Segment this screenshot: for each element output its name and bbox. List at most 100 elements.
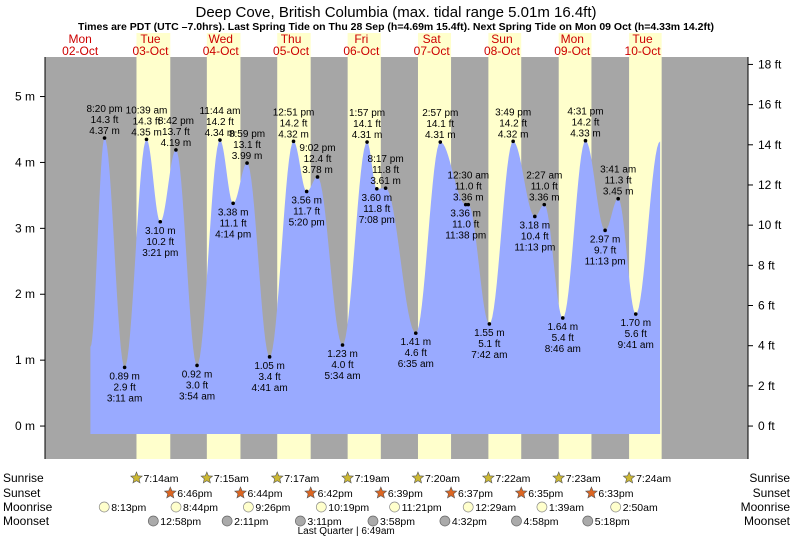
tide-label: 4.35 m <box>131 127 162 138</box>
moonrise-icon <box>536 501 548 513</box>
sunset-time: 6:35pm <box>528 488 563 500</box>
sunrise-time: 7:15am <box>214 473 249 485</box>
tide-label: 1.23 m <box>327 349 358 360</box>
tide-point <box>340 343 345 347</box>
moonset-time: 3:58pm <box>380 516 415 528</box>
tide-label: 12:51 pm <box>273 107 315 118</box>
moonset-icon <box>582 515 594 527</box>
sunrise-icon <box>130 471 143 484</box>
sunset-time: 6:42pm <box>318 488 353 500</box>
sunset-time: 6:44pm <box>247 488 282 500</box>
day-header-band <box>206 33 241 57</box>
sunset-icon <box>234 486 247 499</box>
moonset-time: 4:32pm <box>452 516 487 528</box>
tide-label: 4.33 m <box>570 129 601 140</box>
day-date-label: 09-Oct <box>554 44 591 58</box>
moonset-icon <box>367 515 379 527</box>
tide-label: 11.0 ft <box>455 182 482 193</box>
tide-point <box>603 228 607 233</box>
sunset-row-label-right: Sunset <box>753 486 791 500</box>
tide-label: 1.05 m <box>254 361 285 372</box>
tide-point <box>511 139 515 144</box>
tide-label: 1:57 pm <box>349 108 385 119</box>
tide-label: 7:08 pm <box>359 215 395 226</box>
tide-label: 4:31 pm <box>567 107 603 118</box>
tide-area <box>90 138 661 434</box>
tide-point <box>315 175 320 179</box>
sunrise-icon <box>200 471 214 484</box>
day-date-label: 05-Oct <box>273 44 310 58</box>
moonset-icon <box>511 515 522 527</box>
tide-label: 11.3 ft <box>605 176 632 187</box>
tide-label: 3.0 ft <box>186 380 208 391</box>
tide-label: 12:30 am <box>447 171 489 182</box>
tide-point <box>466 202 471 207</box>
tide-label: 4.34 m <box>205 128 236 139</box>
tide-label: 3.60 m <box>362 193 393 204</box>
tide-point <box>487 322 492 326</box>
moonrise-icon <box>315 501 327 513</box>
day-name-label: Tue <box>140 32 161 46</box>
tide-label: 8:59 pm <box>229 129 265 140</box>
tide-label: 1.64 m <box>547 322 578 333</box>
tide-label: 3:21 pm <box>142 248 178 259</box>
sunrise-row-label-left: Sunrise <box>3 471 44 485</box>
sunrise-row-label-right: Sunrise <box>749 471 790 485</box>
day-date-label: 02-Oct <box>62 44 99 58</box>
day-name-label: Thu <box>281 32 302 46</box>
tide-label: 11.1 ft <box>220 218 247 229</box>
tide-label: 5:34 am <box>324 371 360 382</box>
moonrise-icon <box>610 501 622 513</box>
day-header-band <box>347 33 381 57</box>
moonset-icon <box>147 515 159 527</box>
axes: 0 m 1 m 2 m 3 m 4 m 5 m 0 ft 2 ft 4 ft 6 ft 8 ft 10… <box>15 57 782 459</box>
tide-label: 4.19 m <box>161 138 192 149</box>
y-left-tick-label: 2 m <box>15 287 35 301</box>
tide-point <box>616 196 620 201</box>
tide-label: 10.4 ft <box>521 231 549 242</box>
tide-point <box>583 138 588 143</box>
sunrise-icon <box>552 471 566 484</box>
moon-phase-label: Last Quarter | 6:49am <box>298 526 395 537</box>
tide-label: 2:27 am <box>526 171 562 182</box>
sunrise-icon <box>411 471 425 484</box>
night-band <box>661 57 748 459</box>
tide-label: 3.38 m <box>218 207 249 218</box>
sunrise-time: 7:17am <box>284 473 319 485</box>
sunset-icon <box>374 486 388 499</box>
tide-label: 3.56 m <box>291 195 322 206</box>
y-right-tick-label: 8 ft <box>758 258 775 272</box>
tide-point <box>438 140 443 144</box>
y-right-tick-label: 18 ft <box>758 57 782 71</box>
tide-point <box>267 355 272 359</box>
tide-label: 14.3 ft <box>133 116 161 127</box>
tide-label: 3.10 m <box>145 226 176 237</box>
sunset-time: 6:33pm <box>598 488 633 500</box>
tide-label: 4.31 m <box>352 130 383 141</box>
tide-point <box>158 219 163 224</box>
tide-point <box>365 140 369 144</box>
tide-label: 11:13 pm <box>514 242 555 253</box>
moonset-icon <box>221 515 233 527</box>
tide-label: 4.31 m <box>425 130 456 141</box>
moonset-time: 5:18pm <box>595 516 630 528</box>
tide-label: 5.6 ft <box>625 329 647 340</box>
tide-label: 11.0 ft <box>452 220 479 231</box>
tide-label: 9:02 pm <box>299 143 335 154</box>
tide-label: 4:41 am <box>252 383 288 394</box>
moonset-time: 12:58pm <box>160 516 201 528</box>
tide-label: 8:46 am <box>545 344 581 355</box>
tide-label: 1.41 m <box>400 337 431 348</box>
tide-point <box>195 363 199 368</box>
sunrise-time: 7:19am <box>355 473 390 485</box>
moonrise-time: 1:39am <box>549 502 584 514</box>
moonrise-time: 9:26pm <box>255 502 290 514</box>
tide-label: 8:42 pm <box>158 116 194 127</box>
tide-label: 14.2 ft <box>499 118 527 129</box>
tide-point <box>245 161 249 165</box>
moonset-row-label-right: Moonset <box>744 514 791 528</box>
day-name-label: Tue <box>632 32 653 46</box>
y-right-tick-label: 4 ft <box>758 339 775 353</box>
moonrise-icon <box>98 501 110 513</box>
moonrise-time: 10:19pm <box>328 502 369 514</box>
